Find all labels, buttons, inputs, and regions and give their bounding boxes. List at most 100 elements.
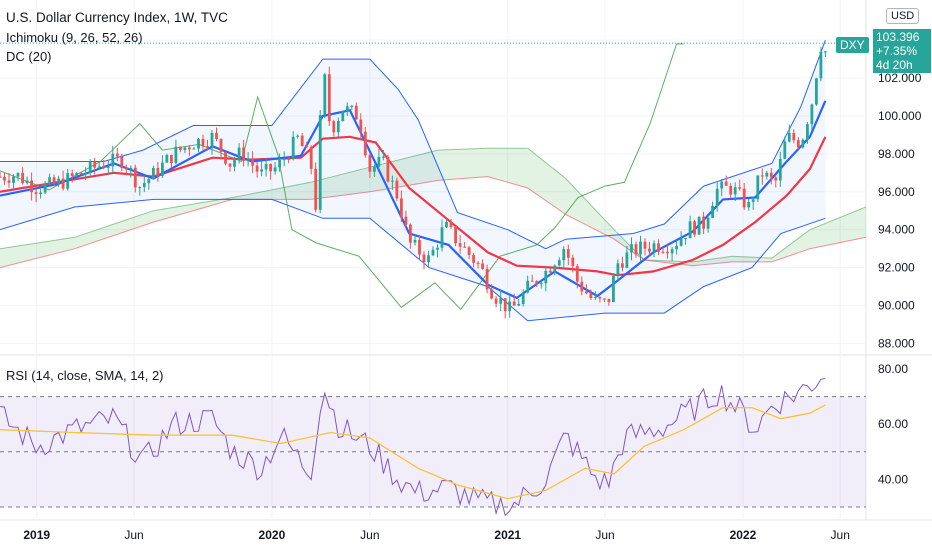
candle-body bbox=[300, 135, 304, 147]
candle-body bbox=[188, 147, 191, 150]
candle-body bbox=[634, 244, 638, 255]
candle-body bbox=[179, 146, 182, 150]
donchian-lower-line bbox=[0, 198, 826, 322]
rsi-legend[interactable]: RSI (14, close, SMA, 14, 2) bbox=[6, 368, 164, 383]
candle-body bbox=[769, 172, 773, 178]
candle-body bbox=[440, 227, 444, 248]
candle-body bbox=[548, 270, 552, 273]
candle-body bbox=[530, 280, 534, 282]
candle-body bbox=[562, 249, 566, 261]
candle-body bbox=[183, 147, 187, 150]
price-tick-label: 92.000 bbox=[878, 261, 915, 275]
candle-body bbox=[79, 173, 83, 175]
candle-body bbox=[553, 265, 557, 273]
candle-body bbox=[12, 176, 15, 183]
candle-body bbox=[278, 160, 281, 168]
candle-body bbox=[75, 173, 79, 176]
rsi-line bbox=[0, 378, 826, 517]
bar-countdown: 4d 20h bbox=[876, 58, 913, 72]
candle-body bbox=[97, 166, 101, 168]
candle-body bbox=[323, 74, 327, 116]
candle-body bbox=[544, 270, 548, 284]
candle-body bbox=[70, 173, 74, 176]
candle-body bbox=[792, 133, 796, 141]
candle-body bbox=[138, 187, 142, 189]
last-price-value: 103.396 bbox=[876, 30, 920, 44]
candle-body bbox=[724, 181, 728, 186]
candle-body bbox=[3, 176, 6, 181]
candle-body bbox=[693, 221, 696, 235]
candle-body bbox=[88, 161, 92, 174]
candle-body bbox=[147, 179, 151, 184]
candle-body bbox=[760, 175, 764, 177]
candle-body bbox=[566, 249, 570, 258]
candle-body bbox=[742, 188, 746, 208]
candle-body bbox=[756, 175, 760, 200]
candle-body bbox=[233, 160, 236, 167]
candle-body bbox=[291, 136, 295, 160]
candle-body bbox=[336, 121, 340, 133]
candle-body bbox=[670, 249, 674, 254]
candle-body bbox=[354, 105, 358, 120]
candle-body bbox=[377, 156, 381, 167]
candle-body bbox=[39, 192, 42, 195]
candle-body bbox=[589, 293, 593, 298]
candle-body bbox=[436, 247, 439, 250]
conversion-line bbox=[0, 100, 827, 300]
candle-body bbox=[287, 158, 291, 160]
donchian-fill bbox=[0, 40, 826, 321]
last-price-tag: 103.396 +7.35% 4d 20h bbox=[873, 29, 931, 73]
rsi-panel-plot bbox=[0, 378, 866, 517]
currency-button[interactable]: USD bbox=[886, 8, 920, 24]
candle-body bbox=[368, 155, 372, 172]
candle-body bbox=[521, 292, 525, 304]
candle-body bbox=[787, 133, 791, 142]
donchian-upper-line bbox=[0, 40, 826, 250]
ichimoku-legend[interactable]: Ichimoku (9, 26, 52, 26) bbox=[6, 30, 143, 45]
candle-body bbox=[625, 252, 629, 268]
candle-body bbox=[133, 167, 137, 188]
candle-body bbox=[535, 281, 539, 285]
candle-body bbox=[129, 167, 133, 170]
candle-body bbox=[345, 106, 349, 112]
time-tick-label: Jun bbox=[831, 528, 850, 542]
candle-body bbox=[431, 249, 435, 256]
candle-body bbox=[242, 147, 245, 161]
rsi-tick-label: 60.00 bbox=[878, 417, 908, 431]
candle-body bbox=[48, 177, 51, 184]
candle-body bbox=[382, 156, 385, 158]
candle-body bbox=[269, 164, 272, 172]
candle-body bbox=[30, 180, 33, 193]
candle-body bbox=[751, 199, 755, 202]
candle-body bbox=[476, 262, 480, 264]
candle-body bbox=[648, 248, 651, 252]
candle-body bbox=[467, 247, 471, 255]
price-tick-label: 100.000 bbox=[878, 109, 922, 123]
candle-body bbox=[152, 168, 155, 180]
time-tick-label: 2019 bbox=[23, 528, 50, 542]
candle-body bbox=[612, 275, 615, 302]
donchian-channel bbox=[0, 40, 826, 322]
candle-body bbox=[282, 158, 286, 161]
candle-body bbox=[819, 51, 823, 79]
candle-body bbox=[224, 152, 227, 164]
donchian-legend[interactable]: DC (20) bbox=[6, 49, 52, 64]
candle-body bbox=[603, 298, 606, 300]
candle-body bbox=[490, 289, 493, 299]
candle-body bbox=[697, 216, 701, 235]
rsi-tick-label: 80.00 bbox=[878, 362, 908, 376]
candle-body bbox=[386, 156, 390, 182]
candle-body bbox=[21, 172, 24, 184]
candle-body bbox=[260, 169, 263, 172]
candle-body bbox=[806, 124, 809, 140]
time-tick-label: Jun bbox=[595, 528, 614, 542]
candle-body bbox=[801, 139, 805, 148]
candle-body bbox=[526, 280, 530, 293]
candle-body bbox=[594, 297, 597, 299]
candle-body bbox=[93, 161, 97, 168]
candle-body bbox=[391, 180, 394, 182]
candle-body bbox=[706, 217, 710, 229]
candle-body bbox=[102, 166, 106, 168]
candle-body bbox=[309, 146, 313, 169]
